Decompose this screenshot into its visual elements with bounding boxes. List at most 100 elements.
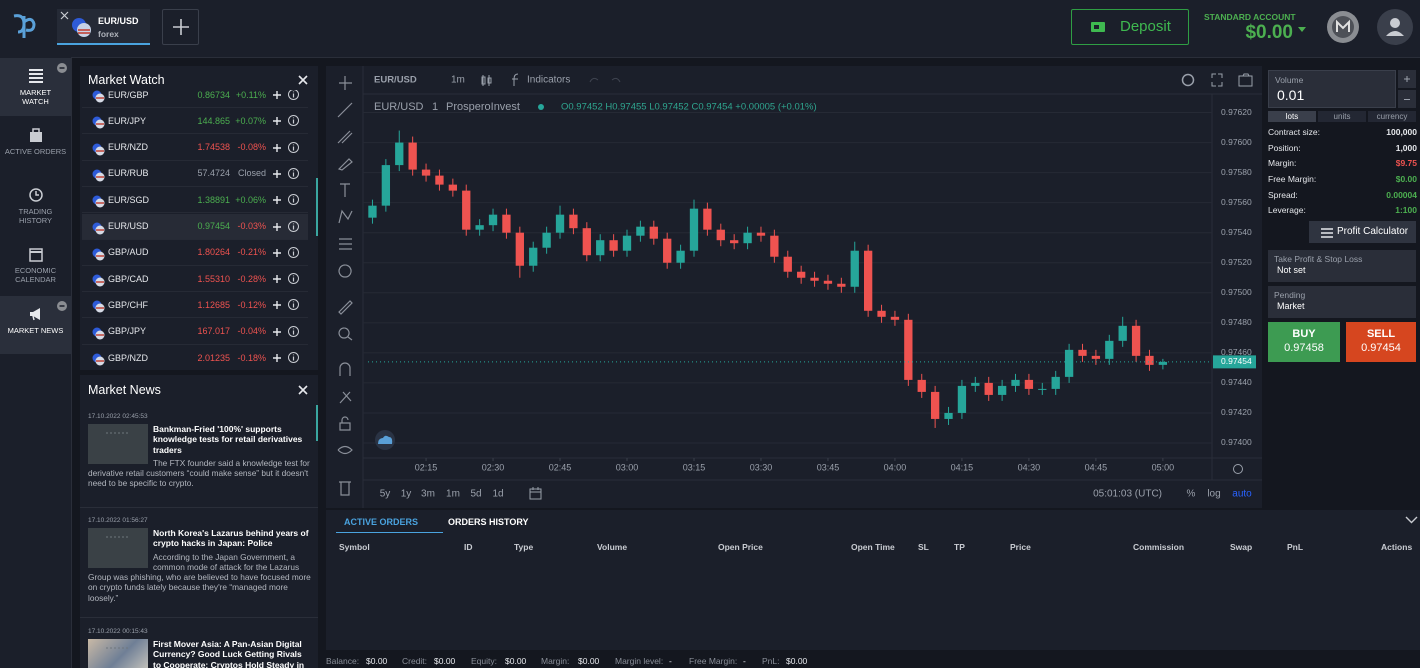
info-button[interactable] <box>288 325 299 337</box>
market-row[interactable]: GBP/AUD 1.80264 -0.21% <box>82 240 308 266</box>
drawing-tool[interactable] <box>339 76 352 90</box>
market-row[interactable]: EUR/NZD 1.74538 -0.08% <box>82 135 308 161</box>
news-item[interactable]: 17.10.2022 02:45:53 Bankman-Fried '100%' … <box>88 413 312 489</box>
range-button[interactable]: 5d <box>470 489 481 500</box>
toolbar-symbol[interactable]: EUR/USD <box>374 75 417 86</box>
balance-caret[interactable] <box>1298 27 1306 32</box>
add-order-button[interactable] <box>273 196 281 205</box>
close-button[interactable] <box>298 75 308 85</box>
volume-decrease[interactable] <box>1398 90 1416 108</box>
chart-style-button[interactable] <box>481 75 492 86</box>
profit-calculator-button[interactable]: Profit Calculator <box>1309 221 1416 243</box>
drawing-tool[interactable] <box>339 238 352 250</box>
unit-tab[interactable]: currency <box>1368 111 1416 122</box>
volume-input[interactable]: Volume 0.01 <box>1268 70 1396 108</box>
add-order-button[interactable] <box>273 117 281 126</box>
range-button[interactable]: 1y <box>401 489 412 500</box>
range-button[interactable]: 1d <box>492 489 503 500</box>
info-button[interactable] <box>288 299 299 311</box>
add-order-button[interactable] <box>273 301 281 310</box>
indicators-button[interactable]: Indicators <box>527 75 570 86</box>
add-order-button[interactable] <box>273 248 281 257</box>
drawing-tool[interactable] <box>339 416 351 431</box>
info-button[interactable] <box>288 115 299 127</box>
drawing-tool[interactable] <box>339 391 352 404</box>
scale-option[interactable]: log <box>1207 489 1220 500</box>
add-order-button[interactable] <box>273 222 281 231</box>
drawing-tool[interactable] <box>339 481 351 496</box>
drawing-tool[interactable] <box>337 445 353 455</box>
info-button[interactable] <box>288 352 299 363</box>
orders-tab[interactable]: ORDERS HISTORY <box>440 513 550 533</box>
info-button[interactable] <box>288 220 299 232</box>
drawing-tool[interactable] <box>338 300 353 315</box>
drawing-tool[interactable] <box>337 158 353 171</box>
collapse-button[interactable] <box>1405 516 1418 524</box>
tab-close[interactable] <box>60 11 69 20</box>
pair-symbol: EUR/JPY <box>108 115 147 126</box>
scale-option[interactable]: % <box>1187 489 1196 500</box>
market-row[interactable]: EUR/JPY 144.865 +0.07% <box>82 108 308 135</box>
add-order-button[interactable] <box>273 169 281 178</box>
drawing-tool[interactable] <box>338 327 353 341</box>
market-row[interactable]: GBP/JPY 167.017 -0.04% <box>82 319 308 345</box>
deposit-button[interactable]: Deposit <box>1071 9 1189 45</box>
pending-field[interactable]: Pending Market <box>1268 286 1416 318</box>
volume-increase[interactable] <box>1398 70 1416 88</box>
add-tab-button[interactable] <box>162 9 199 45</box>
nav-item[interactable]: MARKET NEWS <box>0 296 71 354</box>
drawing-tool[interactable] <box>340 183 350 197</box>
unit-tab[interactable]: lots <box>1268 111 1316 122</box>
news-item[interactable]: 17.10.2022 01:56:27 North Korea's Lazarus… <box>88 517 312 603</box>
candle-body <box>663 238 672 263</box>
user-avatar[interactable] <box>1377 9 1413 45</box>
buy-button[interactable]: BUY 0.97458 <box>1268 322 1340 362</box>
info-button[interactable] <box>288 246 299 258</box>
market-row[interactable]: EUR/USD 0.97454 -0.03% <box>82 213 308 240</box>
info-button[interactable] <box>288 90 299 100</box>
info-button[interactable] <box>288 273 299 285</box>
account-balance[interactable]: $0.00 <box>1245 21 1293 43</box>
collapse-badge[interactable] <box>57 63 67 73</box>
info-button[interactable] <box>288 194 299 206</box>
go-to-date-button[interactable] <box>529 487 542 500</box>
market-row[interactable]: EUR/SGD 1.38891 +0.06% <box>82 187 308 214</box>
market-row[interactable]: GBP/NZD 2.01235 -0.18% <box>82 345 308 368</box>
orders-tab[interactable]: ACTIVE ORDERS <box>336 513 443 533</box>
drawing-tool[interactable] <box>339 362 351 376</box>
range-button[interactable]: 5y <box>380 489 391 500</box>
unit-tab[interactable]: units <box>1318 111 1366 122</box>
symbol-tab[interactable]: EUR/USD forex <box>57 9 150 45</box>
drawing-tool[interactable] <box>338 209 353 224</box>
collapse-badge[interactable] <box>57 301 67 311</box>
market-row[interactable]: GBP/CHF 1.12685 -0.12% <box>82 292 308 319</box>
screenshot-button[interactable] <box>1238 73 1253 87</box>
add-order-button[interactable] <box>273 143 281 152</box>
add-order-button[interactable] <box>273 91 281 99</box>
fullscreen-button[interactable] <box>1211 73 1223 87</box>
toolbar-interval[interactable]: 1m <box>451 75 465 86</box>
info-button[interactable] <box>288 141 299 153</box>
tp-sl-field[interactable]: Take Profit & Stop Loss Not set <box>1268 250 1416 282</box>
market-row[interactable]: GBP/CAD 1.55310 -0.28% <box>82 266 308 293</box>
info-button[interactable] <box>288 167 299 179</box>
range-button[interactable]: 1m <box>446 489 460 500</box>
settings-button[interactable] <box>1181 73 1195 87</box>
drawing-tool[interactable] <box>337 102 353 118</box>
scale-option[interactable]: auto <box>1232 489 1252 500</box>
market-row[interactable]: EUR/RUB 57.4724 Closed <box>82 161 308 187</box>
market-row[interactable]: EUR/GBP 0.86734 +0.11% <box>82 90 308 108</box>
close-button[interactable] <box>298 385 308 395</box>
news-item[interactable]: 17.10.2022 00:15:43 First Mover Asia: A P… <box>88 628 312 668</box>
drawing-tool[interactable] <box>338 264 352 278</box>
nav-item[interactable]: ECONOMIC CALENDAR <box>0 236 71 294</box>
add-order-button[interactable] <box>273 327 281 336</box>
nav-item[interactable]: ACTIVE ORDERS <box>0 117 71 175</box>
add-order-button[interactable] <box>273 275 281 284</box>
nav-item[interactable]: TRADING HISTORY <box>0 177 71 235</box>
nav-item[interactable]: MARKET WATCH <box>0 58 71 116</box>
add-order-button[interactable] <box>273 354 281 362</box>
range-button[interactable]: 3m <box>421 489 435 500</box>
sell-button[interactable]: SELL 0.97454 <box>1346 322 1416 362</box>
drawing-tool[interactable] <box>337 130 353 144</box>
